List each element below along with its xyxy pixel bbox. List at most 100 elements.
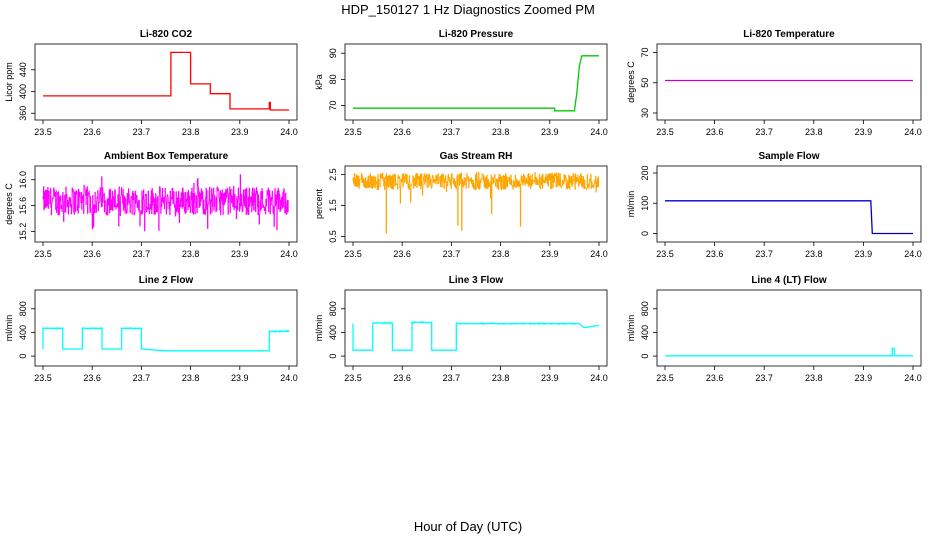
y-tick-label: 800	[640, 301, 650, 316]
plot-frame	[34, 165, 298, 243]
x-tick-label: 23.9	[231, 373, 249, 383]
data-series-1	[43, 51, 289, 111]
y-tick-label: 800	[18, 301, 28, 316]
y-tick-label: 400	[640, 325, 650, 340]
x-tick-label: 23.6	[393, 373, 411, 383]
y-tick-label: 1.5	[328, 199, 338, 212]
x-tick-label: 23.6	[706, 127, 724, 137]
data-noise	[372, 320, 580, 325]
x-tick-label: 23.5	[34, 249, 52, 259]
y-tick-label: 15.6	[18, 197, 28, 215]
y-axis-label: degrees C	[626, 61, 636, 103]
x-tick-label: 23.5	[34, 127, 52, 137]
plot-frame	[344, 43, 608, 121]
y-axis-label: Licor ppm	[4, 62, 14, 102]
x-tick-label: 23.7	[133, 249, 151, 259]
panel-5: Gas Stream RH percent 23.5 23.6 23.7 23.8 23.9…	[314, 151, 608, 259]
plot-frame	[344, 289, 608, 367]
x-tick-label: 23.9	[541, 249, 559, 259]
x-tick-label: 23.5	[344, 373, 362, 383]
x-tick-label: 23.7	[133, 127, 151, 137]
y-axis-label: degrees C	[4, 183, 14, 225]
x-tick-label: 24.0	[904, 127, 922, 137]
x-tick-label: 23.5	[656, 373, 674, 383]
x-tick-label: 24.0	[904, 249, 922, 259]
panel-4: Ambient Box Temperature degrees C 23.5 23.6…	[4, 151, 298, 259]
x-tick-label: 23.7	[443, 249, 461, 259]
y-tick-label: 400	[18, 84, 28, 99]
panel-9: Line 4 (LT) Flow ml/min 23.5 23.6 23.7 23.8 23…	[626, 275, 922, 383]
x-tick-label: 23.5	[344, 249, 362, 259]
data-series-1	[42, 327, 289, 352]
panel-6: Sample Flow ml/min 23.5 23.6 23.7 23.8 23.9 24.…	[626, 151, 922, 259]
figure-title: HDP_150127 1 Hz Diagnostics Zoomed PM	[341, 2, 595, 17]
x-tick-label: 23.5	[656, 249, 674, 259]
panel-title: Sample Flow	[758, 151, 819, 162]
plot-frame	[34, 289, 298, 367]
data-series-1	[352, 321, 600, 351]
x-tick-label: 23.7	[755, 373, 773, 383]
x-tick-label: 23.7	[443, 373, 461, 383]
x-tick-label: 23.7	[755, 127, 773, 137]
y-axis-label: ml/min	[626, 191, 636, 218]
y-axis-label: ml/min	[626, 315, 636, 342]
y-tick-label: 360	[18, 106, 28, 121]
y-tick-label: 90	[328, 48, 338, 58]
panel-2: Li-820 Pressure kPa 23.5 23.6 23.7 23.8 23.9 24…	[314, 29, 608, 137]
panel-8: Line 3 Flow ml/min 23.5 23.6 23.7 23.8 23.9 24.…	[314, 275, 608, 383]
y-tick-label: 70	[328, 101, 338, 111]
x-tick-label: 23.8	[805, 249, 823, 259]
x-axis-label: Hour of Day (UTC)	[414, 519, 522, 534]
x-tick-label: 23.8	[182, 127, 200, 137]
y-tick-label: 100	[640, 196, 650, 211]
y-tick-label: 16.0	[18, 171, 28, 189]
panel-title: Line 2 Flow	[139, 275, 194, 286]
x-tick-label: 23.5	[656, 127, 674, 137]
panel-title: Line 3 Flow	[449, 275, 504, 286]
x-tick-label: 23.7	[755, 249, 773, 259]
x-tick-label: 23.8	[492, 249, 510, 259]
x-tick-label: 23.6	[83, 373, 101, 383]
data-series-1	[353, 55, 599, 112]
y-tick-label: 80	[328, 74, 338, 84]
y-tick-label: 200	[640, 166, 650, 181]
y-tick-label: 0	[328, 354, 338, 359]
y-axis-label: ml/min	[314, 315, 324, 342]
data-noise	[42, 326, 289, 333]
panel-title: Ambient Box Temperature	[104, 151, 229, 162]
panel-3: Li-820 Temperature degrees C 23.5 23.6 23.7 2…	[626, 29, 922, 137]
x-tick-label: 23.8	[492, 127, 510, 137]
y-tick-label: 50	[640, 78, 650, 88]
y-axis-label: ml/min	[4, 315, 14, 342]
x-tick-label: 23.6	[83, 127, 101, 137]
y-tick-label: 30	[640, 108, 650, 118]
y-tick-label: 400	[18, 325, 28, 340]
x-tick-label: 23.9	[231, 127, 249, 137]
x-tick-label: 24.0	[280, 373, 298, 383]
y-tick-label: 2.5	[328, 168, 338, 181]
x-tick-label: 23.9	[855, 249, 873, 259]
y-tick-label: 800	[328, 301, 338, 316]
x-tick-label: 23.9	[855, 127, 873, 137]
x-tick-label: 23.9	[855, 373, 873, 383]
data-series-1	[352, 172, 600, 234]
x-tick-label: 23.8	[182, 249, 200, 259]
x-tick-label: 23.5	[344, 127, 362, 137]
x-tick-label: 23.7	[133, 373, 151, 383]
x-tick-label: 23.7	[443, 127, 461, 137]
panel-title: Line 4 (LT) Flow	[751, 275, 827, 286]
x-tick-label: 24.0	[280, 127, 298, 137]
y-tick-label: 70	[640, 48, 650, 58]
x-tick-label: 23.9	[231, 249, 249, 259]
y-tick-label: 0	[18, 354, 28, 359]
y-axis-label: percent	[314, 188, 324, 219]
panel-title: Li-820 Pressure	[439, 29, 514, 40]
x-tick-label: 23.6	[706, 249, 724, 259]
plot-frame	[344, 165, 608, 243]
plot-frame	[34, 43, 298, 121]
y-axis-label: kPa	[314, 74, 324, 90]
x-tick-label: 23.8	[805, 373, 823, 383]
x-tick-label: 23.6	[83, 249, 101, 259]
data-series-1	[665, 200, 913, 235]
